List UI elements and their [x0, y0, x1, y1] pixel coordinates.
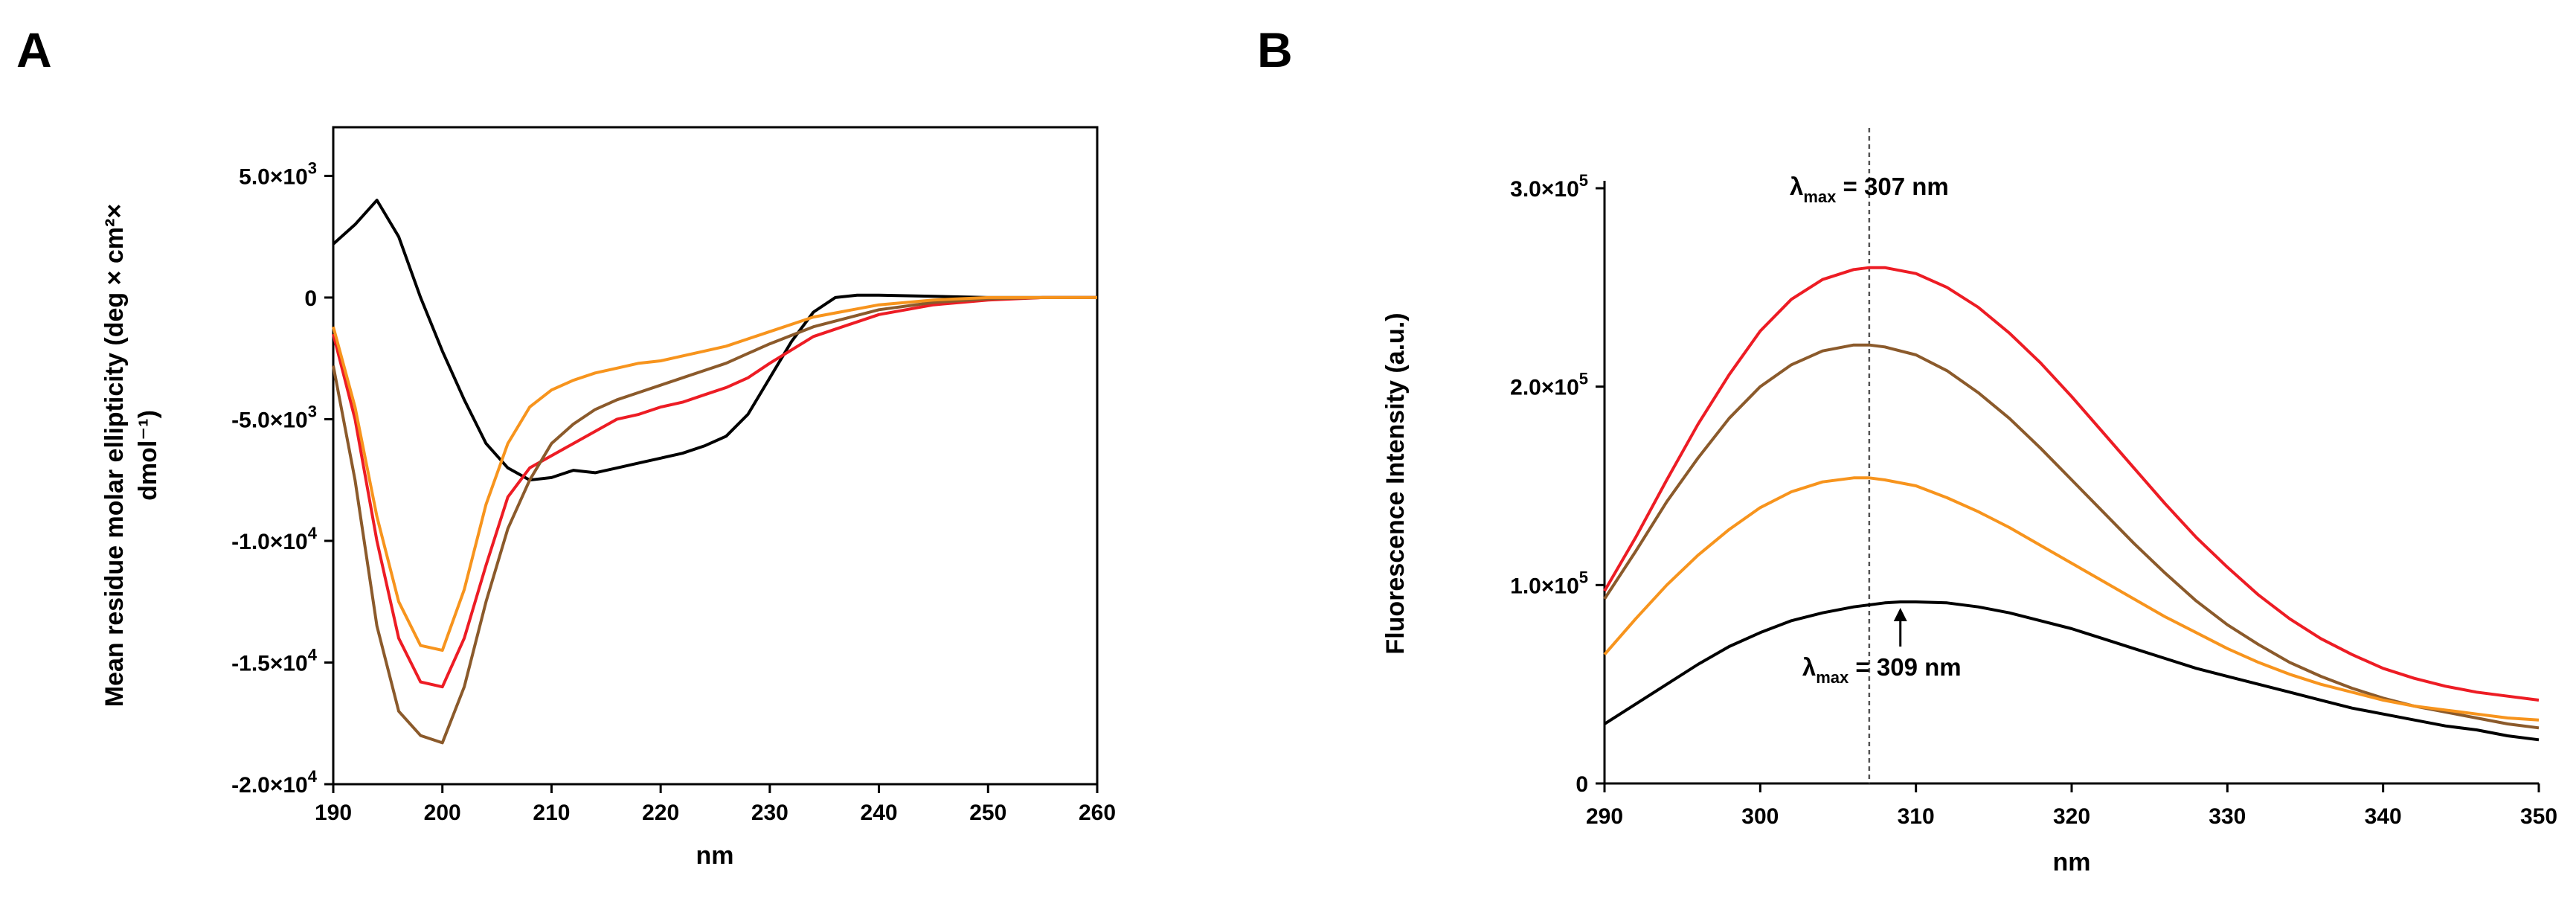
fluorescence-spectrum-line-3 [1603, 476, 2540, 722]
panel-a-x-axis: 190 200 210 220 230 240 250 260 [315, 784, 1116, 825]
panel-a-y-axis-label-line1: Mean residue molar ellipticity (deg × cm… [100, 204, 129, 707]
x-tick-label: 350 [2520, 804, 2557, 829]
x-tick-label: 220 [642, 801, 679, 825]
lambda-max-arrow [1893, 608, 1907, 647]
panel-b-y-axis-label: Fluorescence Intensity (a.u.) [1381, 312, 1410, 654]
cd-spectrum-line-1 [332, 199, 1097, 482]
y-tick-label: -1.0×104 [231, 524, 318, 554]
x-tick-label: 300 [1741, 804, 1779, 829]
x-tick-label: 290 [1586, 804, 1623, 829]
x-tick-label: 310 [1898, 804, 1935, 829]
y-tick-label: 5.0×103 [239, 158, 317, 189]
lambda-max-top-label: λmax = 307 nm [1790, 173, 1949, 206]
fluorescence-spectrum-line-4 [1603, 600, 2540, 742]
panel-a-series [332, 199, 1097, 745]
x-tick-label: 340 [2365, 804, 2402, 829]
x-tick-label: 230 [751, 801, 788, 825]
y-tick-label: -5.0×103 [231, 402, 317, 432]
x-tick-label: 240 [861, 801, 898, 825]
x-tick-label: 330 [2209, 804, 2246, 829]
panel-b-series [1603, 266, 2540, 742]
x-tick-label: 320 [2053, 804, 2090, 829]
x-tick-label: 200 [424, 801, 461, 825]
y-tick-label: 0 [1576, 772, 1588, 797]
y-tick-label: -1.5×104 [231, 645, 318, 676]
cd-spectrum-line-2 [332, 295, 1097, 689]
panel-b-letter: B [1257, 22, 1293, 77]
lambda-max-bottom-label: λmax = 309 nm [1802, 653, 1962, 687]
fluorescence-spectrum-line-1 [1603, 266, 2540, 702]
arrow-head [1893, 608, 1907, 621]
panel-a: A 190 200 210 220 230 240 250 260 5.0×103 0 -5.0×… [16, 22, 1116, 870]
cd-spectrum-line-3 [332, 295, 1097, 745]
panel-b: B 290 300 310 320 330 340 350 0 1.0×105 2.0×105 3… [1257, 22, 2557, 876]
panel-b-x-axis-label: nm [2053, 848, 2091, 876]
x-tick-label: 260 [1079, 801, 1116, 825]
panel-a-x-axis-label: nm [696, 841, 734, 870]
y-tick-label: 2.0×105 [1510, 370, 1588, 400]
x-tick-label: 250 [969, 801, 1006, 825]
y-tick-label: 3.0×105 [1510, 171, 1588, 202]
x-tick-label: 190 [315, 801, 352, 825]
y-tick-label: 0 [304, 286, 317, 311]
fluorescence-spectrum-line-2 [1603, 343, 2540, 730]
y-tick-label: 1.0×105 [1510, 568, 1588, 598]
panel-b-x-axis: 290 300 310 320 330 340 350 [1586, 783, 2557, 829]
cd-spectrum-line-4 [332, 295, 1097, 652]
panel-a-y-axis-label-line2: dmol⁻¹) [134, 410, 162, 501]
panel-b-y-axis: 0 1.0×105 2.0×105 3.0×105 [1510, 171, 1605, 797]
x-tick-label: 210 [533, 801, 570, 825]
y-tick-label: -2.0×104 [231, 767, 318, 798]
panel-a-plot-frame [332, 126, 1099, 786]
panel-a-y-axis: 5.0×103 0 -5.0×103 -1.0×104 -1.5×104 -2.0×104 [231, 158, 333, 798]
panel-a-letter: A [16, 22, 52, 77]
